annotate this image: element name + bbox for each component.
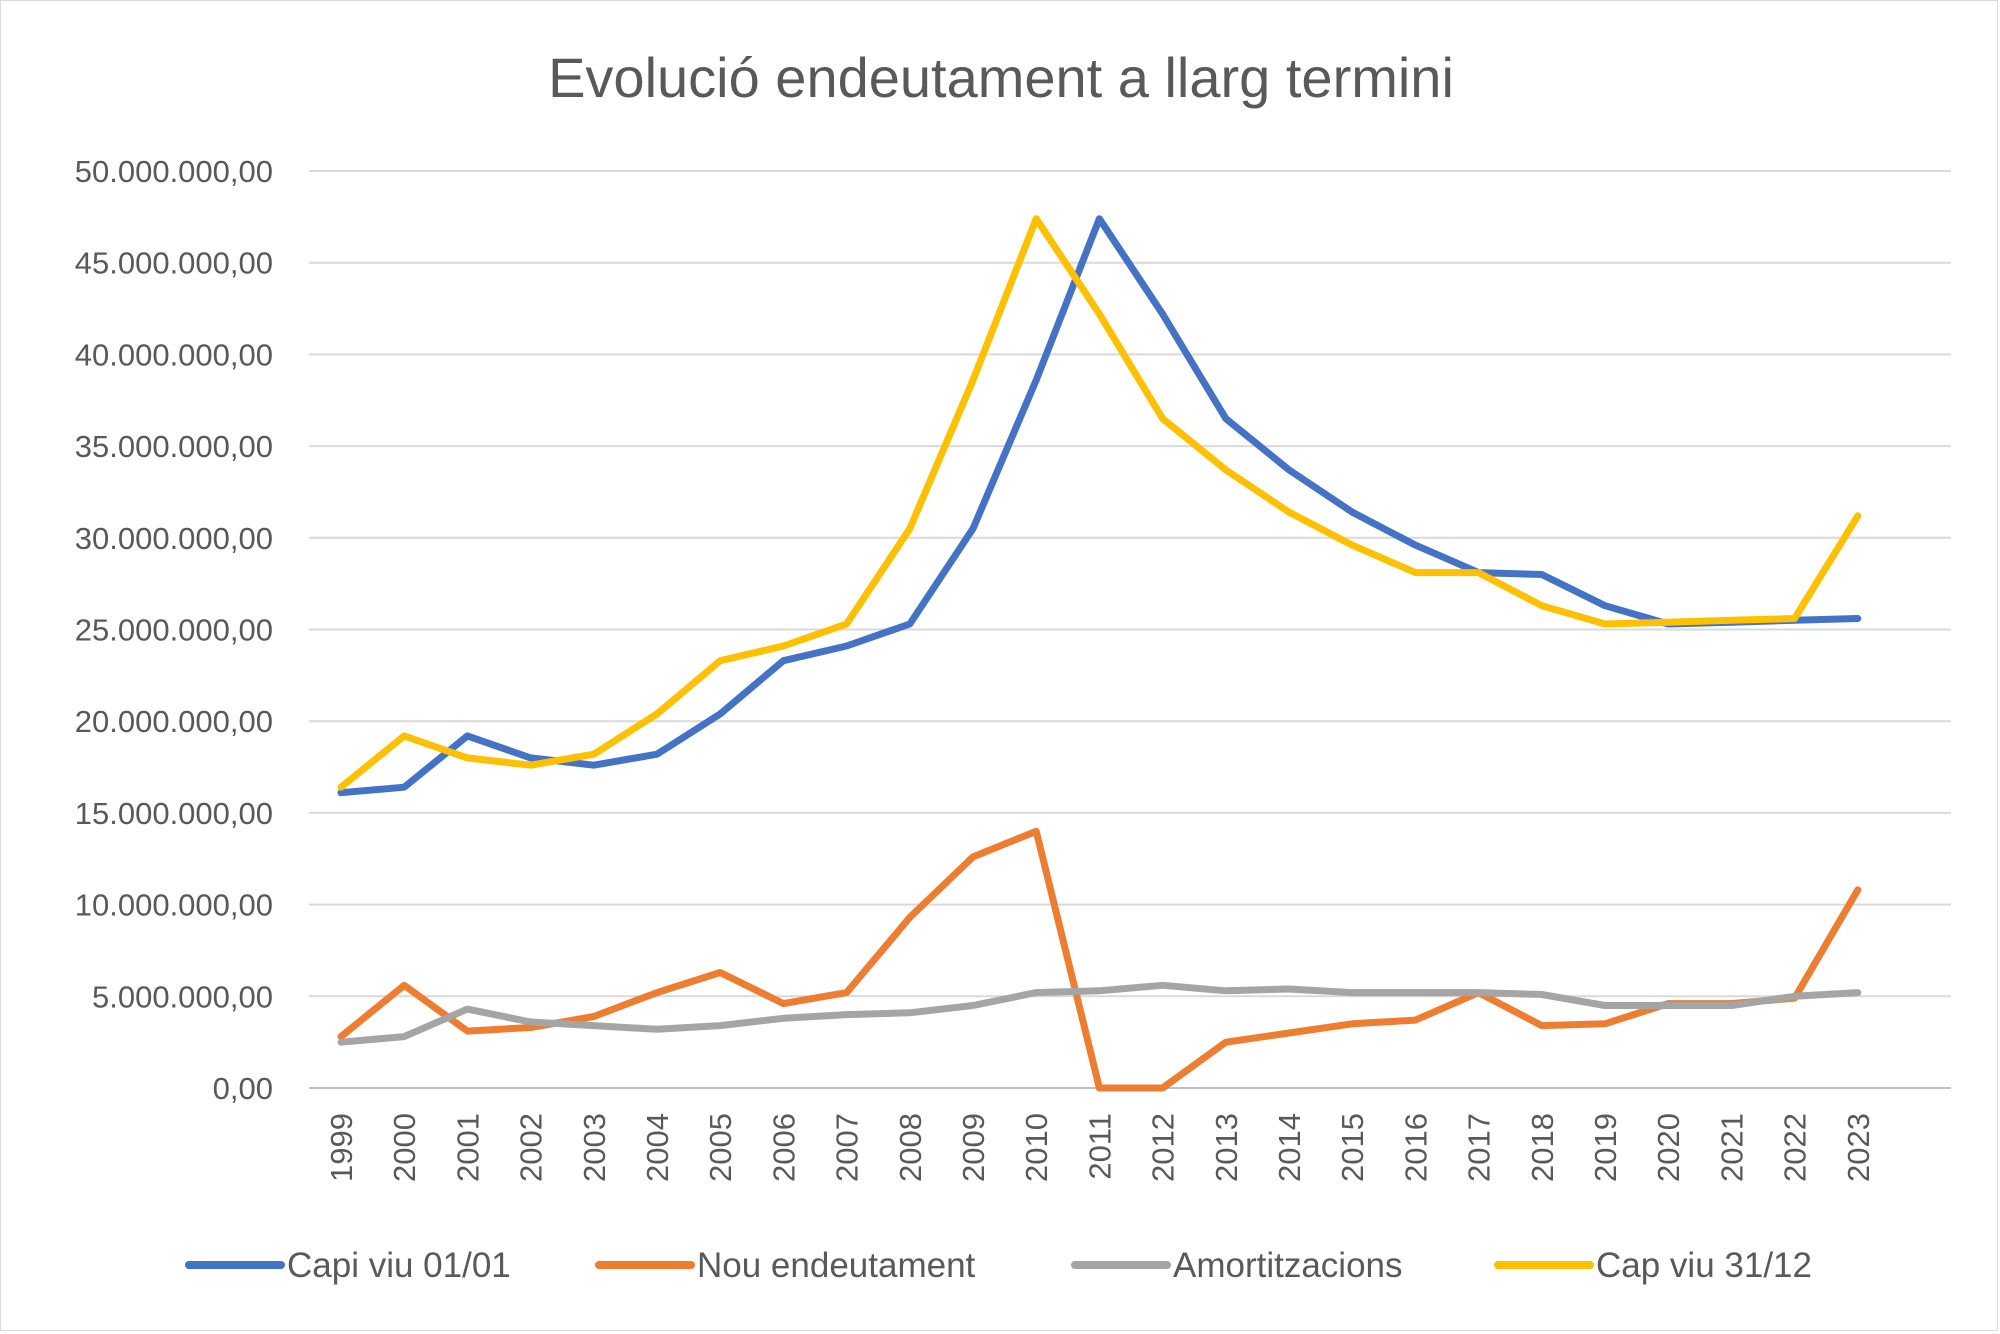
- x-tick-label: 2004: [640, 1113, 675, 1182]
- x-tick-label: 2019: [1588, 1113, 1623, 1182]
- series-line-nou-endeutament: [337, 827, 1862, 1092]
- legend-label: Cap viu 31/12: [1596, 1246, 1812, 1285]
- y-tick-label: 40.000.000,00: [75, 337, 273, 372]
- legend: Capi viu 01/01 Nou endeutament Amortitzaci…: [185, 1246, 1812, 1285]
- legend-label: Nou endeutament: [697, 1246, 976, 1285]
- x-tick-label: 2015: [1335, 1113, 1370, 1182]
- x-tick-label: 2022: [1778, 1113, 1813, 1182]
- x-tick-label: 2014: [1272, 1113, 1307, 1182]
- x-tick-label: 2013: [1209, 1113, 1244, 1182]
- y-tick-label: 15.000.000,00: [75, 796, 273, 831]
- series-line-capi-viu-01-01: [337, 215, 1862, 797]
- y-tick-label: 0,00: [213, 1071, 273, 1106]
- x-tick-label: 2006: [766, 1113, 801, 1182]
- y-tick-label: 45.000.000,00: [75, 246, 273, 281]
- gridlines: [309, 170, 1951, 1089]
- x-tick-label: 2021: [1714, 1113, 1749, 1182]
- x-tick-label: 2008: [893, 1113, 928, 1182]
- y-tick-label: 10.000.000,00: [75, 888, 273, 923]
- x-tick-label: 2009: [956, 1113, 991, 1182]
- x-tick-label: 2012: [1146, 1113, 1181, 1182]
- x-tick-label: 2017: [1462, 1113, 1497, 1182]
- x-tick-label: 2003: [577, 1113, 612, 1182]
- x-tick-label: 2002: [514, 1113, 549, 1182]
- y-tick-label: 25.000.000,00: [75, 613, 273, 648]
- x-tick-label: 2007: [830, 1113, 865, 1182]
- x-tick-label: 1999: [324, 1113, 359, 1182]
- x-tick-label: 2010: [1019, 1113, 1054, 1182]
- y-axis-ticks: 0,00 5.000.000,00 10.000.000,00 15.000.000,…: [75, 154, 273, 1106]
- y-tick-label: 5.000.000,00: [92, 979, 273, 1014]
- chart-title: Evolució endeutament a llarg termini: [548, 46, 1454, 109]
- y-tick-label: 35.000.000,00: [75, 429, 273, 464]
- y-tick-label: 30.000.000,00: [75, 521, 273, 556]
- x-tick-label: 2005: [703, 1113, 738, 1182]
- x-tick-label: 2018: [1525, 1113, 1560, 1182]
- x-tick-label: 2023: [1841, 1113, 1876, 1182]
- x-tick-label: 2011: [1082, 1113, 1117, 1180]
- legend-label: Amortitzacions: [1173, 1246, 1403, 1285]
- x-tick-label: 2016: [1398, 1113, 1433, 1182]
- x-tick-label: 2000: [387, 1113, 422, 1182]
- y-tick-label: 50.000.000,00: [75, 154, 273, 189]
- x-axis-ticks: 1999 2000 2001 2002 2003 2004 2005 2006 2007 2008…: [324, 1113, 1876, 1182]
- series-line-amortitzacions: [337, 981, 1862, 1046]
- series-line-cap-viu-31-12: [337, 215, 1862, 791]
- x-tick-label: 2001: [450, 1113, 485, 1182]
- series-lines: [337, 215, 1862, 1092]
- x-tick-label: 2020: [1651, 1113, 1686, 1182]
- legend-label: Capi viu 01/01: [287, 1246, 511, 1285]
- y-tick-label: 20.000.000,00: [75, 704, 273, 739]
